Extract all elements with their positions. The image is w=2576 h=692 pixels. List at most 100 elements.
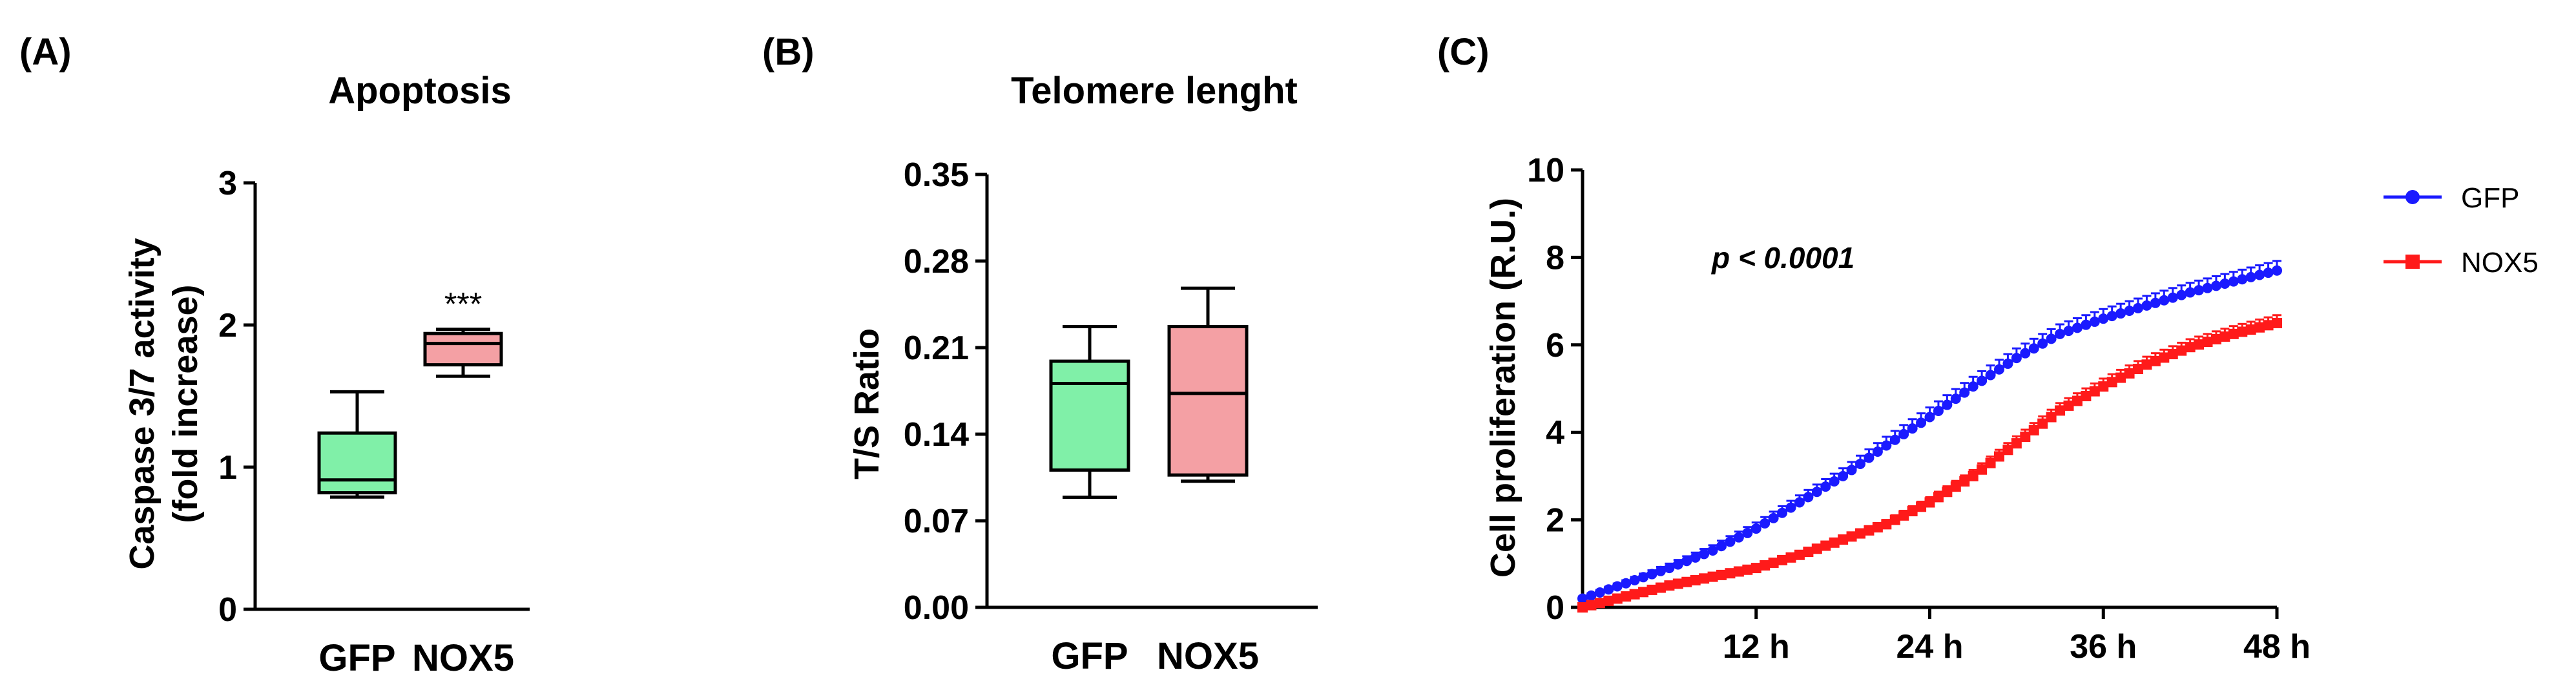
data-point xyxy=(1855,458,1865,469)
data-point xyxy=(2150,355,2161,366)
data-point xyxy=(2210,280,2221,291)
data-point xyxy=(1785,502,1796,513)
data-point xyxy=(2228,328,2239,339)
data-point xyxy=(1707,545,1718,556)
data-point xyxy=(1872,522,1883,533)
data-point xyxy=(1898,510,1909,521)
data-point xyxy=(2272,265,2282,276)
data-point xyxy=(1950,481,1961,492)
data-point xyxy=(2202,282,2213,293)
data-point xyxy=(1768,557,1779,568)
data-point xyxy=(2106,311,2117,322)
data-point xyxy=(2237,274,2248,285)
y-tick-label: 0 xyxy=(218,591,237,629)
data-point xyxy=(1733,532,1744,543)
data-point xyxy=(1681,576,1692,587)
data-point xyxy=(1846,531,1857,542)
title-telomere: Telomere lenght xyxy=(1011,70,1298,112)
data-point xyxy=(1950,393,1961,404)
data-point xyxy=(1881,519,1892,530)
data-point xyxy=(2011,438,2022,449)
data-point xyxy=(1594,587,1605,598)
data-point xyxy=(2011,353,2022,364)
data-point xyxy=(1699,549,1710,560)
y-tick-label: 10 xyxy=(1527,152,1564,189)
y-tick-label: 0 xyxy=(1546,589,1564,627)
data-point xyxy=(2020,431,2031,442)
data-point xyxy=(2124,368,2135,379)
data-point xyxy=(2133,364,2143,375)
category-label: NOX5 xyxy=(1157,635,1259,677)
y-tick-label: 0.00 xyxy=(904,589,969,627)
data-point xyxy=(2115,372,2126,383)
telomere-box-plot: T/S Ratio 0.00 0.07 0.14 0.21 0.28 0.35 GFP NOX… xyxy=(847,156,1318,677)
apoptosis-ylabel-line1: Caspase 3/7 activity xyxy=(123,238,161,569)
data-point xyxy=(1612,593,1623,604)
proliferation-line-chart: Cell proliferation (R.U.) p < 0.0001 0 24… xyxy=(1484,152,2539,666)
data-point xyxy=(2046,412,2057,423)
data-point xyxy=(1838,534,1849,545)
data-point xyxy=(1716,569,1727,580)
data-point xyxy=(1621,591,1632,602)
data-point xyxy=(1777,507,1788,518)
data-point xyxy=(2133,302,2143,313)
data-point xyxy=(1803,547,1814,558)
title-apoptosis: Apoptosis xyxy=(328,70,512,112)
data-point xyxy=(1750,523,1761,534)
data-point xyxy=(1655,565,1666,576)
data-point xyxy=(2089,386,2100,397)
data-point xyxy=(1621,578,1632,589)
data-point xyxy=(1664,580,1675,591)
data-point xyxy=(1768,512,1779,523)
data-point xyxy=(2072,322,2083,333)
data-point xyxy=(1629,575,1640,586)
data-point xyxy=(1603,595,1614,606)
data-point xyxy=(1664,563,1675,574)
category-label: GFP xyxy=(1051,635,1128,677)
data-point xyxy=(1681,556,1692,567)
data-point xyxy=(2159,295,2170,306)
y-tick-label: 2 xyxy=(218,307,237,344)
data-point xyxy=(2254,322,2265,333)
data-point xyxy=(2115,308,2126,319)
data-point xyxy=(1646,569,1657,580)
data-point xyxy=(1638,572,1649,583)
data-point xyxy=(2098,381,2109,392)
x-tick-label: 24 h xyxy=(1896,628,1963,666)
data-point xyxy=(1872,446,1883,457)
data-point xyxy=(1933,492,1944,503)
proliferation-ylabel: Cell proliferation (R.U.) xyxy=(1484,198,1522,578)
data-point xyxy=(1829,537,1840,548)
data-point xyxy=(1612,581,1623,592)
data-point xyxy=(2046,333,2057,344)
data-point xyxy=(1577,593,1588,604)
data-point xyxy=(2055,328,2066,339)
significance-stars: *** xyxy=(444,286,482,322)
apoptosis-ylabel-line2: (fold increase) xyxy=(166,284,205,523)
series-gfp xyxy=(1577,260,2282,604)
data-point xyxy=(1942,399,1953,410)
y-tick-label: 6 xyxy=(1546,327,1564,364)
data-point xyxy=(1855,528,1865,539)
y-tick-label: 2 xyxy=(1546,502,1564,540)
data-point xyxy=(1907,423,1918,434)
panel-label-a: (A) xyxy=(19,31,72,73)
data-point xyxy=(2272,317,2282,328)
data-point xyxy=(2072,395,2083,406)
data-point xyxy=(1924,497,1935,508)
data-point xyxy=(1586,600,1597,611)
data-point xyxy=(1603,584,1614,595)
data-point xyxy=(1725,536,1736,547)
data-point xyxy=(1889,514,1900,525)
panel-label-c: (C) xyxy=(1437,31,1490,73)
data-point xyxy=(1672,559,1683,570)
y-tick-label: 1 xyxy=(218,449,237,487)
data-point xyxy=(1672,578,1683,589)
data-point xyxy=(2167,292,2178,303)
data-point xyxy=(1655,582,1666,593)
p-value-annotation: p < 0.0001 xyxy=(1710,241,1854,275)
data-point xyxy=(1594,598,1605,609)
data-point xyxy=(2210,333,2221,344)
data-point xyxy=(1733,566,1744,577)
data-point xyxy=(1985,457,1996,468)
